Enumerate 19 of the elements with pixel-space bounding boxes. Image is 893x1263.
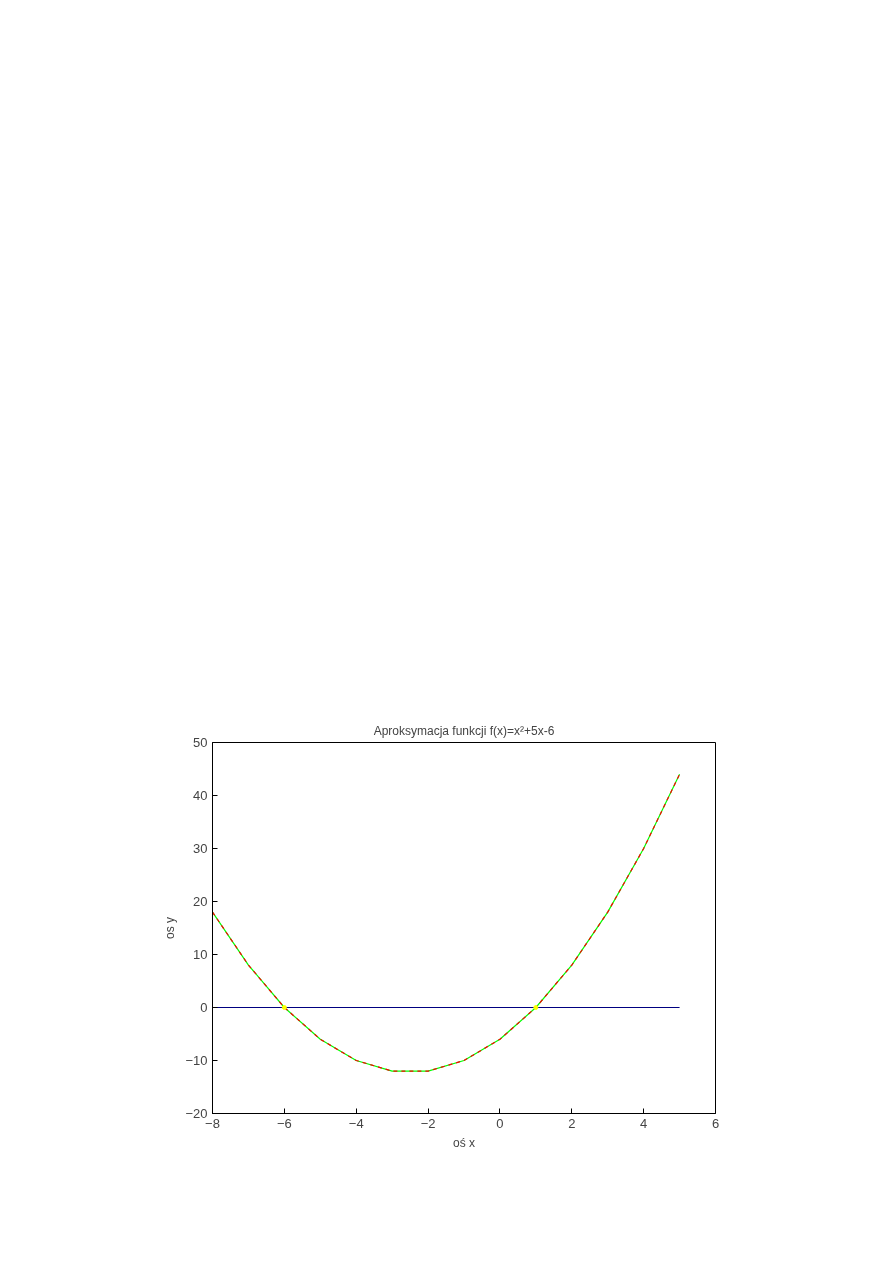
y-tick-label: 30 (193, 841, 208, 856)
line-series (212, 773, 681, 1072)
y-tick-label: 50 (193, 735, 208, 750)
x-tick-label: 0 (496, 1115, 504, 1131)
x-tick-label: −6 (276, 1115, 292, 1131)
y-tick-label: −10 (185, 1053, 208, 1068)
x-tick-label: 6 (711, 1115, 720, 1131)
y-tick-label: −20 (185, 1106, 208, 1121)
y-tick-label: 40 (193, 788, 208, 803)
x-tick-label: −4 (348, 1115, 364, 1131)
chart-title: Aproksymacja funkcji f(x)=x²+5x-6 (373, 723, 555, 738)
y-axis-title: os y (163, 916, 178, 939)
y-tick-label: 20 (193, 894, 208, 909)
x-tick-label: −2 (420, 1115, 436, 1131)
x-tick-label: 2 (568, 1115, 576, 1131)
y-tick-label: 10 (193, 947, 208, 962)
y-tick-label: 0 (200, 1000, 208, 1015)
x-axis-title: oś x (453, 1135, 476, 1150)
x-tick-label: 4 (640, 1115, 648, 1131)
